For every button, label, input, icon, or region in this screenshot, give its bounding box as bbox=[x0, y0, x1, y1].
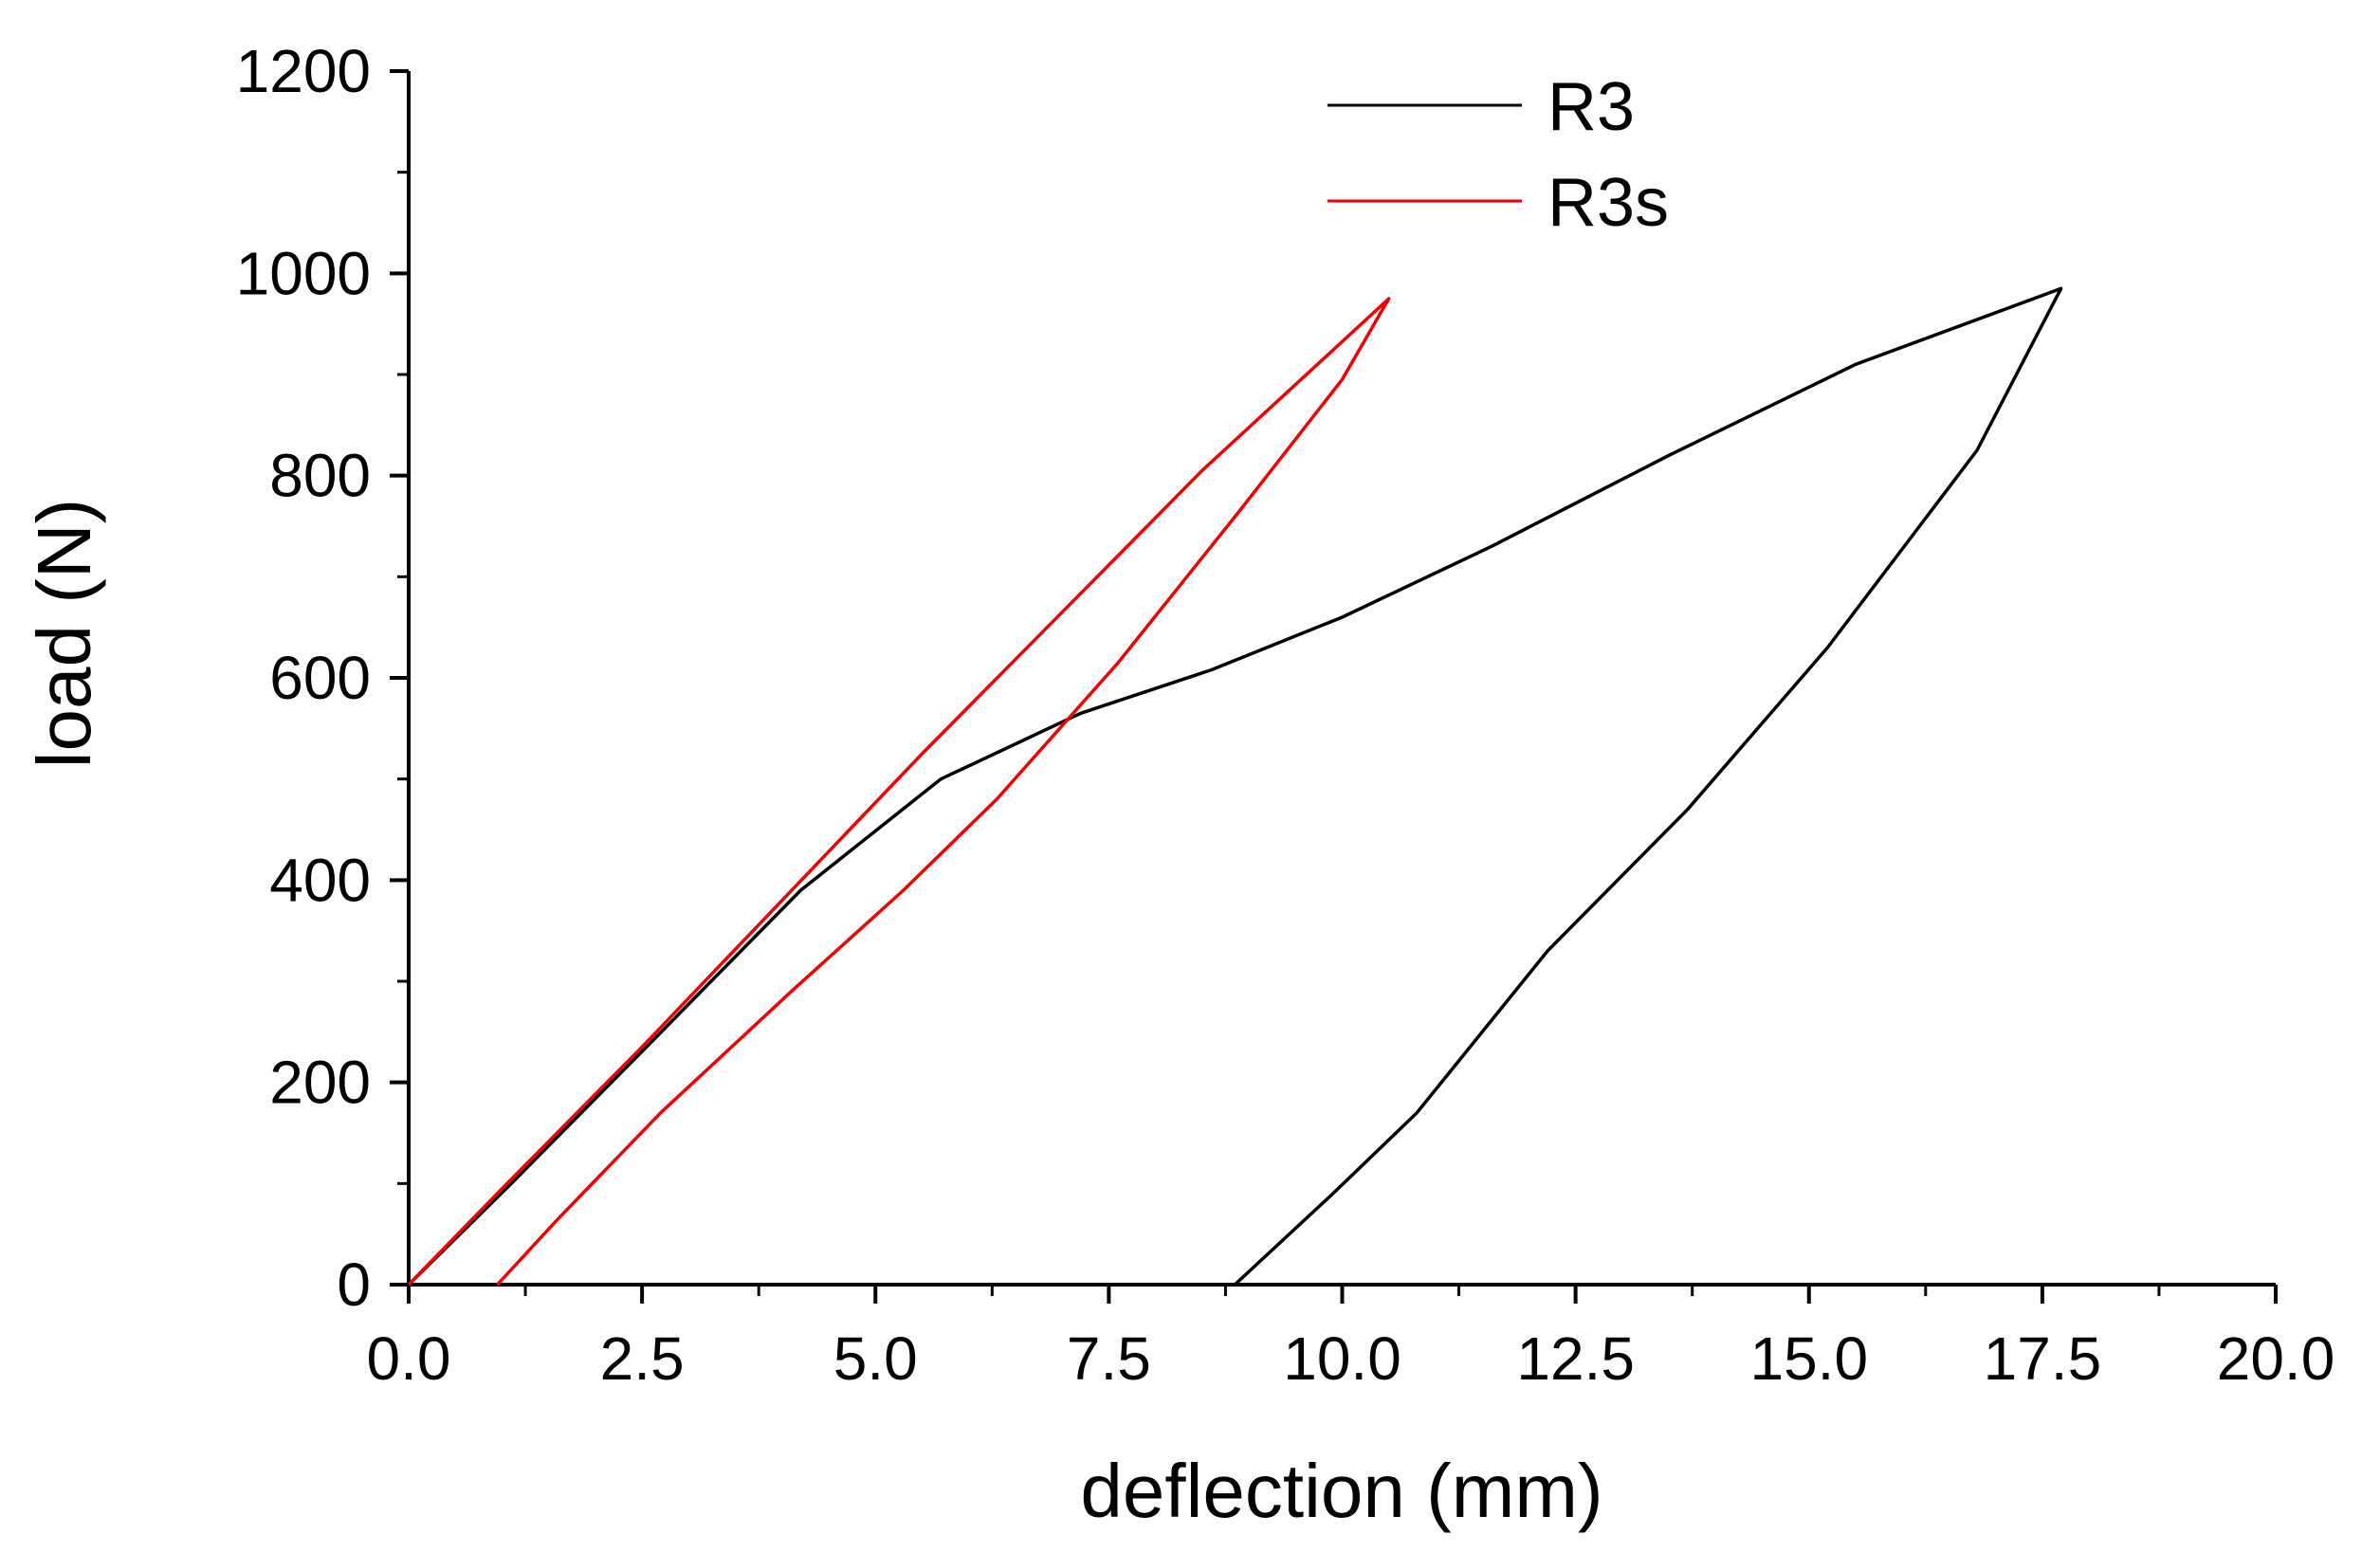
x-tick-label: 12.5 bbox=[1516, 1324, 1635, 1393]
x-tick-label: 15.0 bbox=[1749, 1324, 1868, 1393]
series-line-r3 bbox=[407, 286, 2063, 1287]
x-tick-label: 2.5 bbox=[600, 1324, 685, 1393]
x-tick-label: 0.0 bbox=[367, 1324, 451, 1393]
y-tick-label: 0 bbox=[337, 1251, 371, 1319]
y-tick-label: 800 bbox=[269, 442, 371, 510]
y-tick-label: 200 bbox=[269, 1049, 371, 1117]
legend: R3 R3s bbox=[1327, 69, 1669, 241]
y-axis-title: load (N) bbox=[22, 499, 106, 769]
y-tick-label: 1200 bbox=[236, 37, 371, 105]
x-tick-label: 5.0 bbox=[833, 1324, 918, 1393]
x-tick-label: 20.0 bbox=[2217, 1324, 2335, 1393]
x-axis-title: deflection (mm) bbox=[1080, 1449, 1602, 1533]
legend-label-r3s: R3s bbox=[1547, 165, 1669, 241]
y-tick-label: 1000 bbox=[236, 239, 371, 307]
x-tick-label: 7.5 bbox=[1067, 1324, 1151, 1393]
series-layer bbox=[407, 286, 2063, 1287]
y-axis: 0 200 400 600 800 1000 1200 bbox=[236, 37, 411, 1319]
x-tick-label: 17.5 bbox=[1984, 1324, 2102, 1393]
x-axis: 0.0 2.5 5.0 7.5 10.0 12.5 15.0 17.5 20.0 bbox=[367, 1283, 2335, 1393]
series-line-r3s bbox=[407, 297, 1391, 1287]
legend-label-r3: R3 bbox=[1547, 69, 1635, 145]
y-tick-label: 600 bbox=[269, 644, 371, 712]
y-tick-label: 400 bbox=[269, 846, 371, 914]
x-tick-label: 10.0 bbox=[1283, 1324, 1401, 1393]
